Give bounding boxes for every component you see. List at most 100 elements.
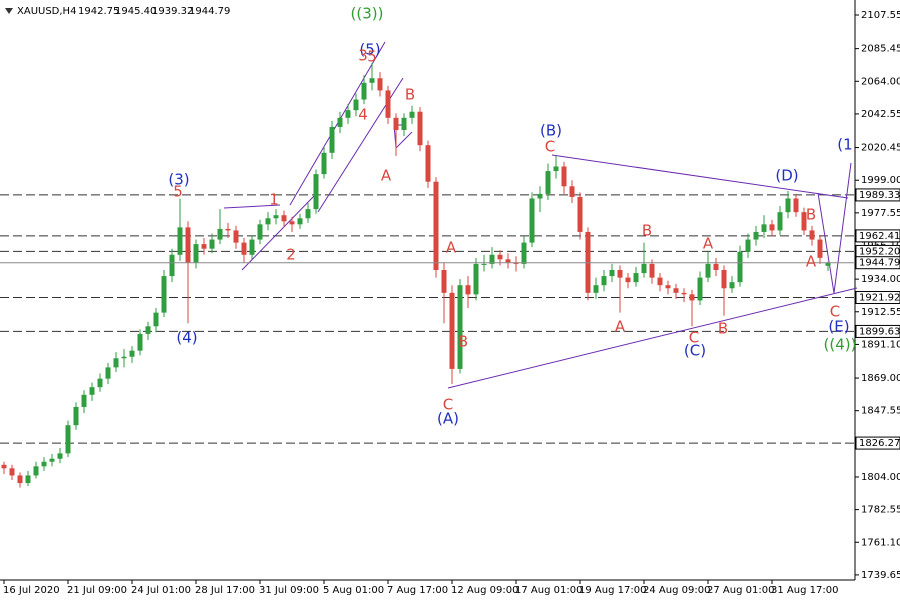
trendline [223, 204, 281, 209]
current-price-label: 1944.79 [859, 258, 900, 269]
candle-body [673, 288, 679, 293]
wave-label: 2 [286, 246, 296, 264]
candle-body [689, 294, 695, 301]
candle-body [665, 285, 671, 289]
candle-body [17, 475, 23, 484]
candle-body [817, 239, 823, 258]
candle-body [609, 269, 615, 277]
x-tick-label: 31 Aug 17:00 [771, 585, 838, 596]
wave-label: (A) [437, 410, 459, 428]
candle-body [641, 263, 647, 274]
candle-body [753, 231, 759, 240]
candle-body [169, 254, 175, 277]
candle-body [329, 126, 335, 153]
candle-body [409, 111, 415, 118]
candle-body [473, 263, 479, 295]
candle-body [801, 212, 807, 231]
candle-body [617, 269, 623, 278]
wave-label: A [381, 167, 392, 185]
candle-body [289, 221, 295, 225]
candle-body [369, 78, 375, 83]
candle-body [385, 90, 391, 118]
candle-body [161, 276, 167, 313]
candle-body [657, 277, 663, 286]
candle-body [305, 209, 311, 219]
trendline [395, 131, 413, 149]
candle-body [537, 193, 543, 199]
candle-body [49, 458, 55, 462]
wave-label: B [458, 333, 468, 351]
trendline [833, 162, 852, 294]
candle-body [505, 259, 511, 263]
wave-label: C [689, 329, 699, 347]
wave-label: 5 [173, 183, 183, 201]
candle-body [217, 228, 223, 240]
wave-label: 1 [269, 191, 279, 209]
candle-body [465, 285, 471, 295]
trendline [817, 192, 835, 294]
x-tick-label: 19 Aug 17:00 [579, 585, 646, 596]
wave-label: A [703, 235, 714, 253]
wave-label: (B) [540, 122, 562, 140]
wave-label: A [806, 253, 817, 271]
wave-label: (E) [828, 318, 849, 336]
trendline [241, 194, 316, 271]
menu-arrow[interactable] [5, 8, 13, 14]
y-tick-label: 2085.45 [861, 44, 900, 55]
candle-body [113, 358, 119, 368]
candle-body [529, 198, 535, 243]
candle-body [809, 230, 815, 240]
candle-body [761, 224, 767, 232]
y-tick-label: 1761.10 [861, 537, 900, 548]
wave-label: (D) [775, 167, 798, 185]
level-box [855, 291, 900, 305]
candle-body [145, 326, 151, 334]
wave-label: B [405, 86, 415, 104]
candle-body [481, 263, 487, 265]
level-box [855, 324, 900, 338]
candle-body [449, 292, 455, 369]
x-tick-label: 21 Jul 09:00 [67, 585, 127, 596]
x-tick-label: 12 Aug 09:00 [451, 585, 518, 596]
wave-label: (3) [168, 171, 189, 189]
y-tick-label: 2064.00 [861, 76, 900, 87]
candle-body [297, 218, 303, 225]
candle-body [9, 468, 15, 476]
wave-label: ((3)) [351, 5, 384, 23]
wave-label: ((4)) [824, 336, 857, 354]
wave-label: A [446, 239, 457, 257]
candle-body [57, 453, 63, 459]
candle-body [241, 242, 247, 255]
level-label: 1826.27 [859, 438, 900, 449]
candle-body [209, 239, 215, 249]
wave-label: (C) [684, 342, 706, 360]
candle-body [457, 285, 463, 369]
candle-body [569, 186, 575, 197]
y-tick-label: 1847.55 [861, 406, 900, 417]
wave-label: C [830, 303, 840, 321]
candle-body [601, 276, 607, 286]
level-label: 1962.41 [859, 231, 900, 242]
x-tick-label: 28 Jul 17:00 [195, 585, 255, 596]
candle-body [441, 269, 447, 293]
candle-body [41, 461, 47, 467]
trendline [447, 287, 858, 389]
level-box [855, 188, 900, 202]
candle-body [769, 224, 775, 231]
level-box [855, 436, 900, 450]
candle-body [553, 166, 559, 172]
candle-body [185, 227, 191, 263]
candle-body [433, 181, 439, 270]
candle-body [561, 166, 567, 187]
candle-body [697, 277, 703, 301]
candle-body [249, 239, 255, 255]
candle-body [729, 282, 735, 289]
candle-body [177, 227, 183, 255]
candle-body [681, 292, 687, 295]
level-label: 1989.33 [859, 190, 900, 201]
candle-body [825, 262, 831, 266]
candle-body [353, 99, 359, 111]
candle-body [313, 174, 319, 210]
candle-body [489, 254, 495, 264]
